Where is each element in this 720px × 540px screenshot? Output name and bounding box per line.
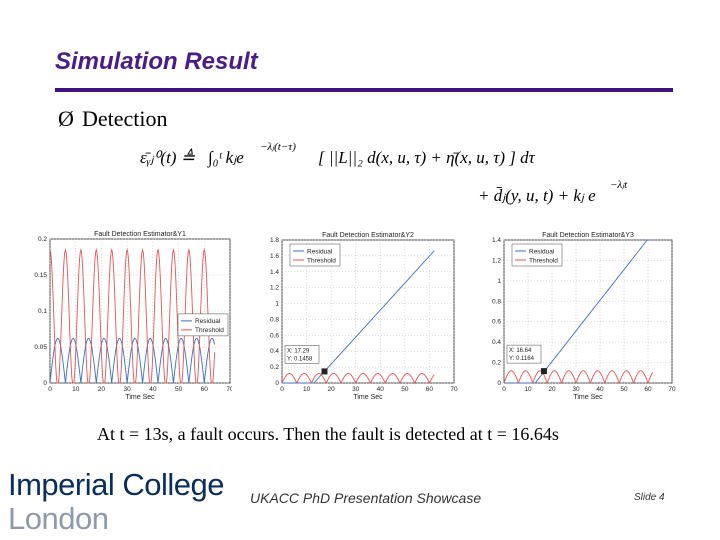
x-tick-label: 50 [401, 386, 409, 393]
x-tick-label: 60 [426, 386, 434, 393]
plot-y1: Fault Detection Estimator&Y1 0 10 20 30 40 50 6… [34, 231, 232, 401]
y-tick-label: 0.8 [270, 316, 279, 323]
x-tick-label: 30 [352, 386, 360, 393]
x-tick-label: 40 [149, 386, 157, 393]
x-tick-label: 40 [377, 386, 385, 393]
bullet-arrow-icon: Ø [58, 106, 74, 131]
x-axis-label: Time Sec [125, 394, 155, 401]
y-tick-label: 1.2 [492, 257, 501, 264]
datatip-x-label: X: 17.29 [287, 348, 310, 354]
x-tick-label: 20 [328, 386, 336, 393]
y-tick-label: 0.2 [492, 360, 501, 367]
formula-body: [ ||L||₂ d(x, u, τ) + η̄(x, u, τ) ] dτ [318, 148, 535, 167]
logo-line1: Imperial College [8, 467, 225, 502]
series-line-threshold [49, 248, 216, 384]
plot-y3: Fault Detection Estimator&Y30 10 20 30 40 50 6… [492, 232, 676, 401]
y-tick-label: 0 [43, 380, 47, 387]
formula-integral: ∫₀ᵗ kⱼe [208, 148, 244, 167]
y-tick-label: 0.4 [492, 339, 501, 346]
y-tick-label: 0.4 [270, 348, 279, 355]
y-tick-label: 0.1 [38, 308, 47, 315]
y-tick-label: 1.4 [492, 237, 501, 244]
logo-line2: London [8, 501, 109, 536]
x-tick-label: 10 [524, 386, 532, 393]
datatip-box [284, 345, 320, 364]
slide-title: Simulation Result [55, 48, 258, 75]
series-line-residual [282, 250, 435, 384]
x-axis-label: Time Sec [573, 394, 603, 401]
y-tick-label: 0.15 [34, 272, 47, 279]
y-tick-label: 1 [497, 278, 501, 285]
x-tick-label: 50 [175, 386, 183, 393]
series-line-residual [504, 239, 653, 384]
x-tick-label: 60 [644, 386, 652, 393]
y-tick-label: 1.6 [270, 253, 279, 260]
legend-label-threshold: Threshold [307, 257, 336, 264]
bullet-detection: Ø Detection [58, 106, 168, 132]
plot-y2: Fault Detection Estimator&Y20 10 20 30 40 50 6… [270, 232, 458, 401]
x-tick-label: 50 [620, 386, 628, 393]
y-tick-label: 0 [497, 380, 501, 387]
y-tick-label: 0.2 [270, 364, 279, 371]
legend-label-residual: Residual [195, 318, 221, 325]
x-tick-label: 30 [124, 386, 132, 393]
formula-lhs: ε̄ᵧⱼ⁰(t) ≜ [140, 148, 195, 167]
y-tick-label: 0.2 [38, 236, 47, 243]
x-tick-label: 0 [502, 386, 506, 393]
formula-exponent-1: −λⱼ(t−τ) [260, 141, 296, 153]
datatip-marker [321, 368, 328, 375]
legend-label-residual: Residual [529, 248, 555, 255]
x-axis-label: Time Sec [353, 394, 383, 401]
series-line-threshold [281, 373, 435, 385]
datatip-y-label: Y: 0.1458 [287, 356, 313, 362]
y-tick-label: 0.05 [34, 344, 47, 351]
slide-caption: At t = 13s, a fault occurs. Then the fau… [97, 424, 559, 444]
legend-label-threshold: Threshold [195, 327, 224, 334]
y-tick-label: 1.4 [270, 269, 279, 276]
slide-number: Slide 4 [634, 492, 665, 503]
datatip-x-label: X: 16.64 [509, 348, 532, 354]
plot-title: Fault Detection Estimator&Y1 [94, 231, 186, 238]
imperial-college-logo: Imperial College London [8, 467, 225, 536]
y-tick-label: 0 [275, 380, 279, 387]
formula-exponent-2: −λⱼt [610, 179, 628, 191]
bullet-text: Detection [82, 106, 168, 131]
formula-line2: + d̄ⱼ(y, u, t) + kⱼ e [478, 186, 596, 205]
x-tick-label: 20 [548, 386, 556, 393]
y-tick-label: 1 [275, 301, 279, 308]
detection-threshold-formula: ε̄ᵧⱼ⁰(t) ≜ ∫₀ᵗ kⱼe −λⱼ(t−τ) [ ||L||₂ d(x… [140, 140, 640, 215]
y-tick-label: 0.6 [492, 319, 501, 326]
x-tick-label: 70 [450, 386, 458, 393]
x-tick-label: 70 [668, 386, 676, 393]
datatip-marker [540, 368, 547, 375]
series-line-threshold [503, 370, 654, 385]
title-divider [55, 88, 673, 92]
y-tick-label: 1.2 [270, 285, 279, 292]
x-tick-label: 60 [201, 386, 209, 393]
x-tick-label: 10 [303, 386, 311, 393]
x-tick-label: 30 [572, 386, 580, 393]
legend-box [177, 313, 229, 337]
y-tick-label: 0.6 [270, 332, 279, 339]
x-tick-label: 70 [226, 386, 232, 393]
legend-label-residual: Residual [307, 248, 333, 255]
x-tick-label: 20 [98, 386, 106, 393]
x-tick-label: 10 [72, 386, 80, 393]
footer-event: UKACC PhD Presentation Showcase [250, 490, 482, 506]
plot-title: Fault Detection Estimator&Y3 [542, 232, 634, 239]
datatip-box [506, 344, 542, 364]
y-tick-label: 1.8 [270, 237, 279, 244]
y-tick-label: 0.8 [492, 298, 501, 305]
x-tick-label: 40 [596, 386, 604, 393]
legend-label-threshold: Threshold [529, 257, 558, 264]
x-tick-label: 0 [280, 386, 284, 393]
x-tick-label: 0 [48, 386, 52, 393]
datatip-y-label: Y: 0.1164 [509, 356, 535, 362]
plot-title: Fault Detection Estimator&Y2 [322, 232, 414, 239]
